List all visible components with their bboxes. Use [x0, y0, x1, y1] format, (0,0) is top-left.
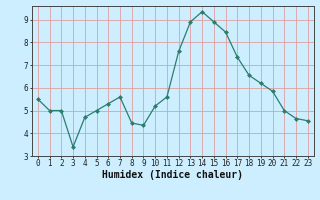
X-axis label: Humidex (Indice chaleur): Humidex (Indice chaleur) [102, 170, 243, 180]
